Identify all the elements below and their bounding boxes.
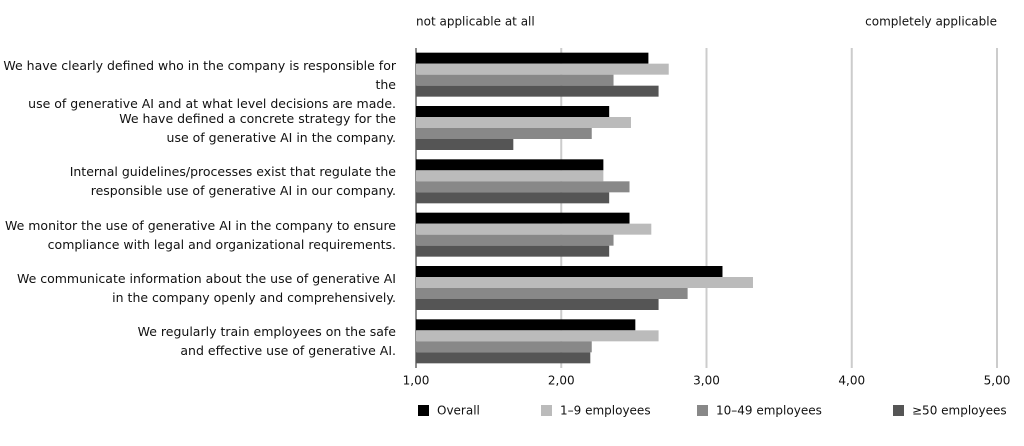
bar (416, 63, 669, 75)
legend-label: 10–49 employees (716, 404, 822, 418)
category-label: We regularly train employees on the safe… (137, 324, 396, 359)
category-label: We have defined a concrete strategy for … (119, 111, 396, 145)
x-tick-label: 3,00 (693, 374, 720, 388)
bar (416, 245, 610, 257)
bar (416, 139, 514, 150)
legend-label: ≥50 employees (912, 404, 1007, 418)
legend-label: 1–9 employees (560, 404, 651, 418)
bar (416, 159, 604, 171)
legend-swatch (893, 405, 904, 416)
category-label: We have clearly defined who in the compa… (3, 57, 396, 111)
bar (416, 181, 630, 193)
x-tick-label: 2,00 (548, 374, 575, 388)
bar (416, 128, 592, 139)
x-tick-label: 1,00 (403, 374, 430, 388)
annotation: not applicable at all (416, 15, 535, 29)
bar (416, 52, 649, 64)
bar (416, 170, 604, 182)
category-label: We monitor the use of generative AI in t… (4, 217, 396, 252)
x-tick-label: 5,00 (984, 374, 1011, 388)
bar (416, 74, 614, 86)
category-label: We communicate information about the use… (16, 271, 396, 305)
bar (416, 330, 659, 342)
bar (416, 352, 591, 364)
bar (416, 288, 688, 299)
category-label: Internal guidelines/processes exist that… (69, 164, 396, 199)
bar (416, 192, 610, 204)
legend-swatch (418, 405, 429, 416)
bar (416, 212, 630, 224)
bar (416, 277, 753, 288)
bar (416, 223, 652, 235)
legend-swatch (541, 405, 552, 416)
bar (416, 106, 610, 117)
bar (416, 299, 659, 310)
bar (416, 319, 636, 331)
x-tick-label: 4,00 (838, 374, 865, 388)
bar (416, 234, 614, 246)
bar (416, 341, 592, 353)
bar (416, 85, 659, 97)
bar (416, 117, 631, 128)
annotation: completely applicable (865, 15, 997, 29)
bar (416, 266, 723, 277)
legend-label: Overall (437, 404, 480, 418)
legend-swatch (697, 405, 708, 416)
